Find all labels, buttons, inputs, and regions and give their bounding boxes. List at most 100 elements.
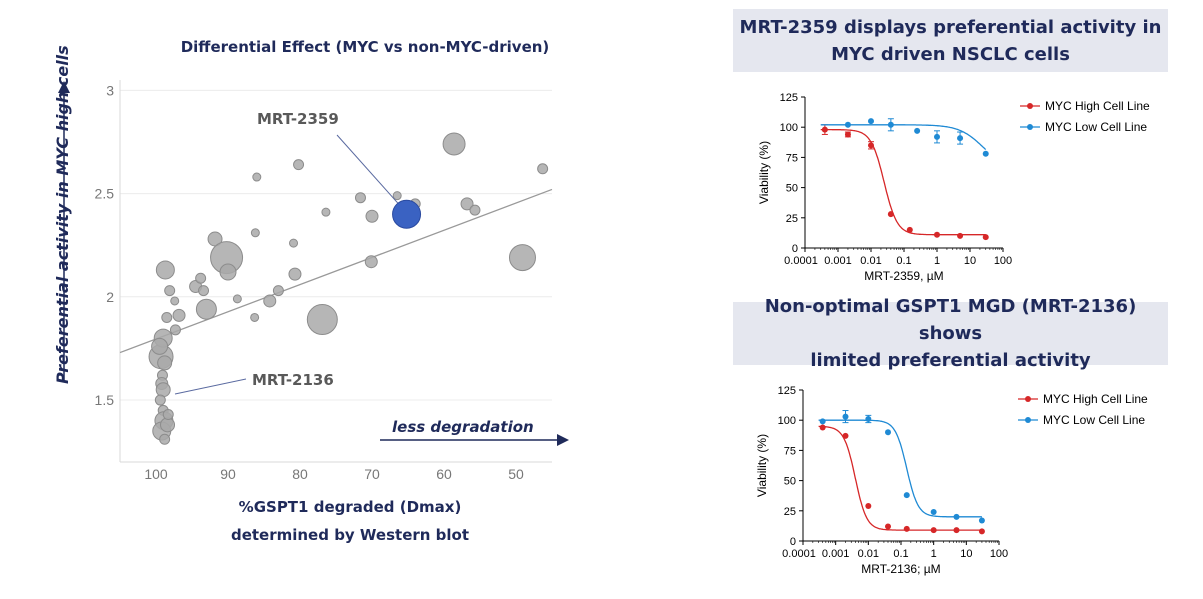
dose-y-axis-label: Viability (%)	[755, 434, 769, 497]
dose-point-myc-high	[906, 226, 913, 233]
dose-x-tick-label: 100	[994, 255, 1012, 267]
less-degradation-label: less degradation	[392, 418, 534, 436]
dose-x-tick-label: 0.0001	[784, 255, 818, 267]
dose-point-myc-high	[934, 231, 940, 238]
scatter-point	[232, 294, 242, 304]
scatter-point	[164, 285, 176, 297]
scatter-point	[252, 172, 262, 182]
scatter-point	[293, 159, 305, 171]
legend-label-myc-high: MYC High Cell Line	[1043, 392, 1148, 406]
dose-y-tick-label: 50	[786, 183, 798, 195]
dose-point-myc-high	[844, 131, 851, 138]
dose-x-tick-label: 0.1	[896, 255, 911, 267]
scatter-point	[442, 132, 466, 156]
dose-point-myc-high	[957, 232, 964, 239]
scatter-x-tick-label: 60	[436, 466, 452, 482]
dose-point-myc-high	[885, 523, 892, 530]
scatter-point	[263, 294, 277, 308]
dose-point-myc-high	[821, 126, 828, 133]
dose-point-myc-low	[903, 492, 910, 499]
top-header-line-2: MYC driven NSCLC cells	[831, 43, 1070, 65]
scatter-point	[306, 304, 338, 336]
scatter-point	[170, 296, 180, 306]
dose-point-myc-high	[887, 211, 894, 218]
mrt2136-label: MRT-2136	[252, 371, 334, 389]
legend-label-myc-low: MYC Low Cell Line	[1045, 120, 1147, 134]
dose-point-myc-low	[934, 133, 940, 140]
scatter-x-tick-label: 90	[220, 466, 236, 482]
dose-x-tick-label: 0.001	[822, 548, 850, 560]
dose-point-myc-low	[914, 127, 921, 134]
legend-marker	[1027, 103, 1033, 109]
scatter-point	[288, 267, 302, 281]
top-header-line-1: MRT-2359 displays preferential activity …	[739, 16, 1162, 38]
legend-label-myc-low: MYC Low Cell Line	[1043, 413, 1145, 427]
scatter-point	[195, 298, 217, 320]
dose-x-tick-label: 0.0001	[782, 548, 816, 560]
scatter-x-tick-label: 80	[292, 466, 308, 482]
x-axis-label-line-2: determined by Western blot	[230, 526, 470, 544]
dose-point-myc-low	[957, 135, 964, 142]
scatter-x-tick-label: 50	[508, 466, 524, 482]
scatter-point-mrt2359	[392, 199, 422, 229]
dose-point-myc-high	[930, 527, 937, 534]
dose-point-myc-low	[842, 413, 849, 420]
dose-point-myc-high	[978, 528, 985, 535]
scatter-point	[169, 324, 181, 336]
legend-marker	[1025, 417, 1031, 423]
scatter-trendline	[119, 188, 553, 354]
top-right-header: MRT-2359 displays preferential activity …	[733, 9, 1168, 72]
dose-point-myc-high	[819, 424, 826, 431]
dose-curve-myc-high	[820, 128, 986, 236]
dose-point-myc-high	[842, 432, 849, 439]
dose-x-axis-label: MRT-2136; µM	[861, 562, 940, 576]
dose-point-myc-high	[903, 525, 910, 532]
mrt2359-leader-line	[336, 134, 401, 207]
dose-y-axis-label: Viability (%)	[757, 141, 771, 204]
bottom-right-header: Non-optimal GSPT1 MGD (MRT-2136) shows l…	[733, 296, 1168, 371]
dose-x-tick-label: 0.1	[893, 548, 908, 560]
dose-x-tick-label: 10	[964, 255, 976, 267]
legend-label-myc-high: MYC High Cell Line	[1045, 99, 1150, 113]
scatter-point	[155, 382, 171, 398]
dose-y-tick-label: 0	[790, 536, 796, 548]
dose-y-tick-label: 0	[792, 243, 798, 255]
dose-x-tick-label: 0.001	[824, 255, 852, 267]
mrt2359-label: MRT-2359	[257, 110, 339, 128]
scatter-point	[508, 244, 536, 272]
dose-point-myc-low	[982, 150, 989, 157]
dose-point-myc-low	[930, 509, 937, 516]
dose-x-tick-label: 10	[960, 548, 972, 560]
dose-point-myc-low	[978, 517, 985, 524]
scatter-point	[198, 285, 210, 297]
dose-y-tick-label: 50	[784, 476, 796, 488]
scatter-point	[151, 337, 169, 355]
dose-y-tick-label: 100	[780, 122, 798, 134]
scatter-point	[154, 394, 166, 406]
scatter-point	[365, 209, 379, 223]
bottom-header-line-1: Non-optimal GSPT1 MGD (MRT-2136) shows	[764, 296, 1137, 344]
scatter-x-axis-label: %GSPT1 degraded (Dmax) determined by Wes…	[160, 493, 540, 549]
scatter-x-tick-label: 100	[144, 466, 168, 482]
dose-y-tick-label: 25	[786, 213, 798, 225]
dose-y-tick-label: 75	[786, 152, 798, 164]
dose-x-tick-label: 0.01	[860, 255, 881, 267]
scatter-point	[157, 355, 173, 371]
dose-y-tick-label: 100	[778, 415, 796, 427]
scatter-point	[321, 207, 331, 217]
dose-point-myc-high	[953, 527, 960, 534]
scatter-y-tick-label: 2.5	[95, 186, 115, 202]
dose-point-myc-high	[982, 234, 989, 241]
scatter-point	[460, 197, 474, 211]
scatter-y-axis-label: Preferential activity in MYC high cells	[53, 45, 72, 384]
mrt2136-leader-line	[174, 378, 247, 395]
scatter-point	[272, 285, 284, 297]
dose-x-tick-label: 100	[990, 548, 1008, 560]
dose-point-myc-low	[868, 118, 874, 125]
scatter-point	[364, 255, 378, 269]
scatter-point	[155, 260, 175, 280]
scatter-point	[250, 312, 260, 322]
dose-y-tick-label: 25	[784, 506, 796, 518]
dose-x-axis-label: MRT-2359, µM	[864, 269, 943, 283]
dose-point-myc-low	[885, 429, 892, 436]
